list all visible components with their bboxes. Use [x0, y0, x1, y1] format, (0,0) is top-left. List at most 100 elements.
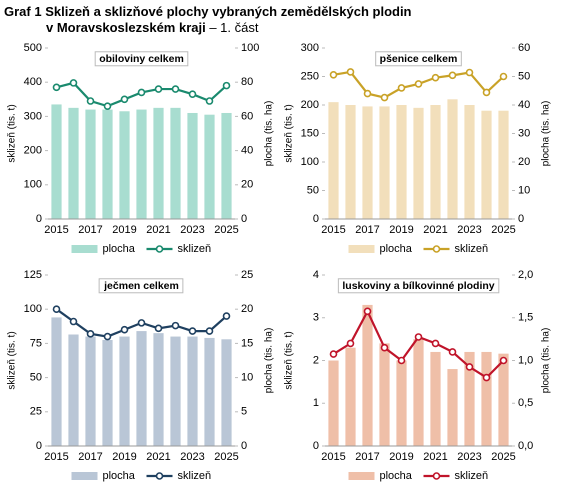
bar — [51, 104, 62, 219]
point — [137, 319, 146, 327]
y2-tick-label: 5 — [241, 406, 247, 418]
legend-label: sklizeň — [455, 243, 489, 255]
bar — [68, 107, 79, 219]
subplot-title: luskoviny a bílkovinné plodiny — [342, 280, 494, 292]
bar — [170, 336, 181, 446]
bar — [481, 110, 492, 219]
title-line: Sklizeň a sklizňové plochy vybraných zem… — [45, 4, 412, 19]
y2-tick-label: 25 — [241, 269, 253, 281]
point — [431, 339, 440, 348]
bar — [379, 343, 390, 446]
bar — [498, 353, 509, 446]
bar — [498, 110, 509, 219]
bar — [362, 106, 373, 219]
y-tick-label: 100 — [301, 156, 319, 168]
point — [397, 84, 406, 92]
bar — [204, 337, 215, 446]
y-axis-title: sklizeň (tis. t) — [7, 104, 18, 162]
bar — [345, 105, 356, 219]
point — [69, 79, 78, 87]
x-tick-label: 2019 — [112, 451, 136, 463]
subplot-title-box — [337, 278, 500, 294]
y2-tick-label: 50 — [518, 70, 530, 82]
header: Graf 1 Sklizeň a sklizňové plochy vybran… — [4, 4, 412, 36]
y2-tick-label: 60 — [241, 110, 253, 122]
legend-swatch — [348, 245, 375, 253]
y-tick-label: 400 — [24, 76, 42, 88]
legend-swatch — [71, 472, 98, 480]
point — [120, 325, 129, 334]
bar — [430, 351, 441, 446]
bar — [481, 351, 492, 446]
y-tick-label: 50 — [307, 184, 319, 196]
bar — [413, 339, 424, 446]
legend-label: plocha — [103, 243, 136, 255]
point — [69, 317, 78, 326]
point — [120, 95, 129, 104]
point — [482, 373, 491, 382]
y2-axis-title: plocha (tis. ha) — [264, 328, 275, 394]
bar — [221, 112, 232, 219]
bar — [464, 351, 475, 446]
point — [363, 307, 372, 316]
legend-label: sklizeň — [455, 470, 489, 482]
y-tick-label: 200 — [24, 145, 42, 157]
y2-axis-title: plocha (tis. ha) — [541, 328, 552, 394]
point — [205, 97, 214, 105]
legend-swatch — [155, 245, 164, 253]
x-tick-label: 2017 — [78, 224, 102, 236]
point — [482, 88, 491, 97]
y-tick-label: 25 — [30, 406, 42, 418]
point — [329, 70, 338, 79]
y2-tick-label: 15 — [241, 337, 253, 349]
point — [188, 90, 197, 98]
point — [465, 363, 474, 371]
y-axis-title: sklizeň (tis. t) — [284, 331, 295, 389]
point — [414, 333, 423, 341]
bar — [221, 339, 232, 446]
y2-tick-label: 10 — [241, 372, 253, 384]
x-tick-label: 2025 — [491, 224, 515, 236]
y-tick-label: 125 — [24, 269, 42, 281]
point — [103, 102, 112, 110]
y2-axis-title: plocha (tis. ha) — [264, 101, 275, 167]
x-tick-label: 2025 — [214, 451, 238, 463]
point — [52, 305, 61, 314]
subplot-title-box — [98, 278, 184, 294]
bar — [170, 107, 181, 219]
bar — [447, 369, 458, 446]
bar — [102, 339, 113, 446]
y2-tick-label: 40 — [241, 145, 253, 157]
bar — [136, 331, 147, 446]
y-tick-label: 4 — [313, 269, 319, 281]
point — [103, 332, 112, 341]
bar — [413, 107, 424, 219]
x-tick-label: 2021 — [423, 224, 447, 236]
y2-tick-label: 0 — [518, 213, 524, 225]
subplot-title: obiloviny celkem — [99, 53, 184, 65]
y2-tick-label: 0 — [241, 213, 247, 225]
bar — [204, 114, 215, 219]
legend-swatch — [155, 472, 164, 480]
y-tick-label: 0 — [36, 440, 42, 452]
bar — [430, 105, 441, 219]
y-tick-label: 150 — [301, 127, 319, 139]
x-tick-label: 2021 — [146, 451, 170, 463]
point — [397, 356, 406, 365]
point — [346, 68, 355, 76]
bar — [345, 347, 356, 446]
legend-label: plocha — [103, 470, 136, 482]
x-tick-label: 2023 — [457, 451, 481, 463]
legend-swatch — [348, 472, 375, 480]
bar — [328, 102, 339, 219]
x-tick-label: 2025 — [214, 224, 238, 236]
x-tick-label: 2023 — [457, 224, 481, 236]
point — [380, 343, 389, 352]
bar — [68, 334, 79, 446]
subplot-title: pšenice celkem — [380, 53, 458, 65]
point — [222, 81, 231, 90]
point — [188, 327, 197, 335]
x-tick-label: 2017 — [78, 451, 102, 463]
bar — [153, 333, 164, 446]
legend-label: plocha — [380, 243, 413, 255]
